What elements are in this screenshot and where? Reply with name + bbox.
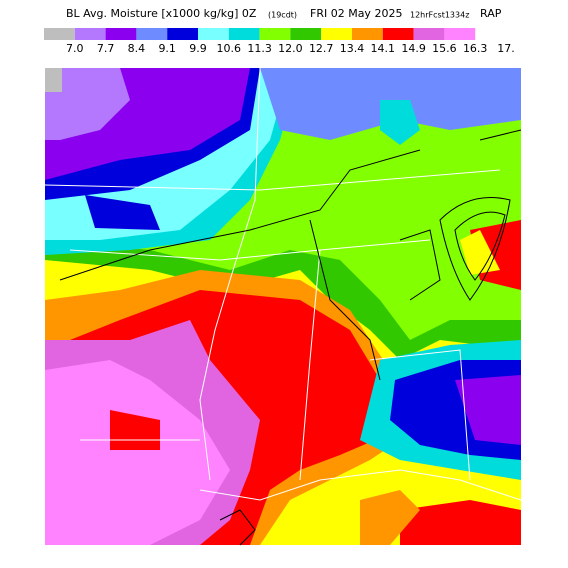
legend-label: 17.	[497, 42, 515, 55]
date: FRI 02 May 2025	[310, 7, 402, 20]
legend-swatch	[259, 28, 291, 40]
legend-label: 10.6	[217, 42, 242, 55]
contours	[59, 129, 522, 546]
state-borders	[44, 67, 522, 501]
legend-swatch	[413, 28, 445, 40]
legend-swatch	[382, 28, 414, 40]
legend-swatch	[167, 28, 198, 40]
legend-swatch	[444, 28, 476, 40]
legend-label: 7.0	[66, 42, 84, 55]
legend-label: 8.4	[128, 42, 146, 55]
legend-swatch	[105, 28, 137, 40]
model: RAP	[480, 7, 502, 20]
legend-label: 13.4	[340, 42, 365, 55]
title: BL Avg. Moisture [x1000 kg/kg] 0Z	[66, 7, 257, 20]
legend-swatch	[352, 28, 383, 40]
legend-label: 12.7	[309, 42, 334, 55]
legend-label: 16.3	[463, 42, 488, 55]
legend-swatch	[321, 28, 352, 40]
legend-swatch	[228, 28, 260, 40]
legend-label: 12.0	[278, 42, 303, 55]
moisture-field	[45, 68, 521, 545]
legend-label: 14.1	[371, 42, 396, 55]
legend-label: 14.9	[401, 42, 426, 55]
legend-swatch	[198, 28, 229, 40]
legend-swatch	[136, 28, 168, 40]
legend-label: 9.1	[158, 42, 176, 55]
legend-label: 15.6	[432, 42, 457, 55]
legend-label: 9.9	[189, 42, 207, 55]
legend-label: 7.7	[97, 42, 115, 55]
legend-label: 11.3	[247, 42, 272, 55]
legend-swatch	[44, 28, 75, 40]
legend: 7.0 7.7 8.4 9.1 9.9 10.6 11.3 12.0 12.7 13.4 14.1 1…	[44, 28, 515, 55]
valid-note: (19cdt)	[268, 11, 297, 20]
legend-swatch	[290, 28, 322, 40]
forecast: 12hrFcst1334z	[410, 11, 469, 20]
legend-swatch	[74, 28, 106, 40]
